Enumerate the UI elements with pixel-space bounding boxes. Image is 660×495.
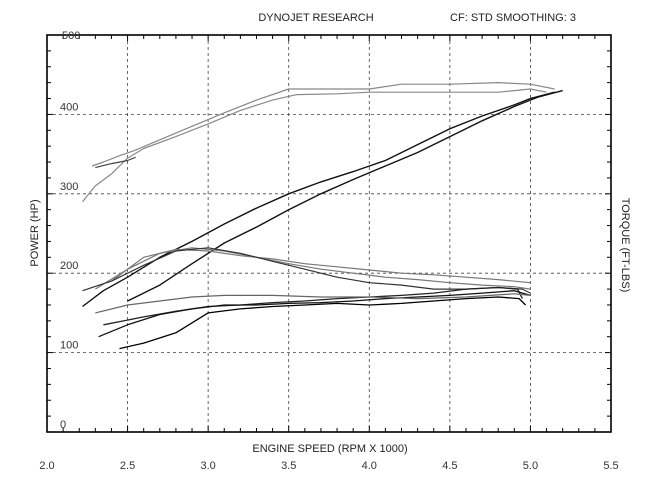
x-tick-labels: 2.0 2.5 3.0 3.5 4.0 4.5 5.0 5.5 [39, 460, 618, 472]
series-line-10 [119, 296, 527, 350]
series-line-4 [127, 89, 563, 302]
y-tick-label-1: 100 [60, 340, 78, 352]
series-line-6 [111, 248, 531, 284]
x-tick-label-6: 5.0 [523, 460, 538, 472]
x-tick-label-2: 3.0 [200, 460, 215, 472]
x-tick-label-5: 4.5 [442, 460, 457, 472]
x-tick-label-7: 5.5 [603, 460, 618, 472]
series-line-1 [91, 82, 555, 167]
x-tick-label-0: 2.0 [39, 460, 54, 472]
x-tick-label-4: 4.0 [362, 460, 377, 472]
y-axis-label-right: TORQUE (FT-LBS) [619, 198, 631, 293]
series-line-9 [98, 290, 531, 338]
y-tick-label-0: 0 [60, 419, 66, 431]
chart-title: DYNOJET RESEARCH [258, 12, 373, 24]
y-tick-label-3: 300 [60, 181, 78, 193]
series-line-2 [95, 156, 136, 169]
minor-ticks [46, 34, 612, 433]
y-tick-label-5: 500 [62, 30, 80, 42]
chart-settings: CF: STD SMOOTHING: 3 [450, 12, 576, 24]
x-axis-label: ENGINE SPEED (RPM X 1000) [252, 443, 407, 455]
series-line-11 [95, 293, 531, 314]
y-tick-labels: 0 100 200 300 400 500 [60, 30, 80, 431]
series-line-3 [82, 91, 555, 308]
series-line-5 [94, 247, 531, 290]
x-tick-label-3: 3.5 [281, 460, 296, 472]
y-axis-label-left: POWER (HP) [29, 199, 41, 266]
series-layer [82, 82, 563, 350]
series-line-0 [82, 88, 547, 203]
y-tick-label-4: 400 [60, 101, 78, 113]
plot-frame [46, 34, 612, 433]
grid [47, 35, 611, 432]
x-tick-label-1: 2.5 [120, 460, 135, 472]
y-tick-label-2: 200 [60, 260, 78, 272]
